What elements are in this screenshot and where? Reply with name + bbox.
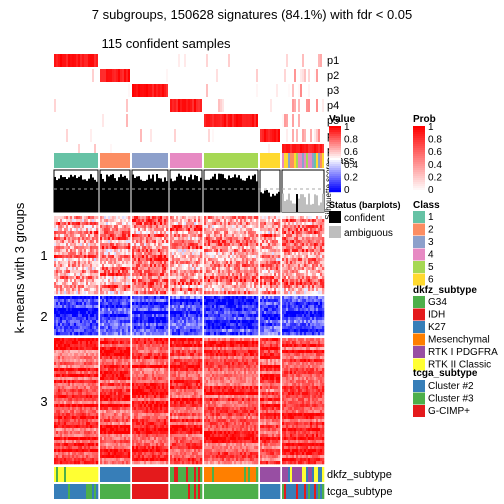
track-label-p2: p2 bbox=[327, 70, 339, 82]
legend-value-tick: 0 bbox=[344, 185, 350, 196]
legend-dkfz-swatch bbox=[413, 321, 425, 333]
track-label-p1: p1 bbox=[327, 55, 339, 67]
legend-dkfz-swatch bbox=[413, 333, 425, 346]
bottom-label-tcga: tcga_subtype bbox=[327, 486, 392, 498]
row-title: k-means with 3 groups bbox=[12, 202, 27, 333]
bottom-annotations bbox=[54, 467, 325, 499]
track-label-p5: p5 bbox=[327, 115, 339, 127]
class-annotation bbox=[54, 153, 324, 168]
legend-dkfz-swatch bbox=[413, 308, 425, 321]
legend-class-swatch bbox=[413, 223, 425, 236]
legend-tcga-title: tcga_subtype bbox=[413, 368, 478, 379]
legend-status-swatch bbox=[329, 211, 341, 223]
legend-dkfz-swatch bbox=[413, 346, 425, 358]
legend-dkfz-label: G34 bbox=[428, 297, 447, 308]
legend-tcga-label: Cluster #2 bbox=[428, 381, 474, 392]
legend-value-tick: 0.2 bbox=[344, 172, 358, 183]
legend-class-label: 3 bbox=[428, 237, 434, 248]
legend-class-label: 1 bbox=[428, 212, 434, 223]
legend-class-swatch bbox=[413, 211, 425, 223]
row-group-label-3: 3 bbox=[40, 394, 47, 409]
legend-value-tick: 0.8 bbox=[344, 135, 358, 146]
probability-tracks bbox=[54, 54, 324, 157]
legend-dkfz-swatch bbox=[413, 358, 425, 371]
legend-dkfz-title: dkfz_subtype bbox=[413, 285, 477, 296]
legend-dkfz-label: Mesenchymal bbox=[428, 335, 490, 346]
legend-prob-title: Prob bbox=[413, 114, 436, 125]
bottom-label-dkfz: dkfz_subtype bbox=[327, 469, 392, 481]
legend-value-title: Value bbox=[329, 114, 356, 125]
legend-prob-tick: 0.2 bbox=[428, 172, 442, 183]
legend-value-tick: 0.4 bbox=[344, 160, 358, 171]
legend-class-label: 2 bbox=[428, 225, 434, 236]
legend-class-label: 4 bbox=[428, 250, 434, 261]
legend-tcga-swatch bbox=[413, 380, 425, 392]
legend-tcga-swatch bbox=[413, 405, 425, 417]
legend-status-label: ambiguous bbox=[344, 228, 393, 239]
legend-prob-tick: 0 bbox=[428, 185, 434, 196]
chart-title: 7 subgroups, 150628 signatures (84.1%) w… bbox=[92, 7, 413, 22]
legend-status-swatch bbox=[329, 226, 341, 238]
legend-dkfz-label: RTK II Classic bbox=[428, 360, 491, 371]
legend-prob-tick: 1 bbox=[428, 122, 434, 133]
legend-class-title: Class bbox=[413, 200, 440, 211]
legend-class-swatch bbox=[413, 236, 425, 248]
legend-dkfz-label: IDH bbox=[428, 310, 445, 321]
legend-class-swatch bbox=[413, 261, 425, 273]
row-group-label-1: 1 bbox=[40, 248, 47, 263]
silhouette-barplot bbox=[53, 169, 325, 213]
legend-prob-tick: 0.4 bbox=[428, 160, 442, 171]
legend-dkfz-label: RTK I PDGFRA bbox=[428, 347, 498, 358]
legend-prob-tick: 0.6 bbox=[428, 147, 442, 158]
row-group-label-2: 2 bbox=[40, 309, 47, 324]
chart-subtitle: 115 confident samples bbox=[101, 36, 231, 51]
legend-tcga-label: Cluster #3 bbox=[428, 394, 474, 405]
track-label-p4: p4 bbox=[327, 100, 339, 112]
legend-class-label: 6 bbox=[428, 275, 434, 286]
legend-status-label: confident bbox=[344, 213, 385, 224]
legend-class-label: 5 bbox=[428, 262, 434, 273]
legend-tcga-swatch bbox=[413, 392, 425, 405]
silhouette-label: Silhouette score bbox=[324, 162, 333, 220]
legend-value-tick: 0.6 bbox=[344, 147, 358, 158]
legend-class-swatch bbox=[413, 273, 425, 286]
legend-tcga-label: G-CIMP+ bbox=[428, 406, 470, 417]
legend-dkfz-label: K27 bbox=[428, 322, 446, 333]
legend-value-tick: 1 bbox=[344, 122, 350, 133]
legend-dkfz-swatch bbox=[413, 296, 425, 308]
legend-status-title: Status (barplots) bbox=[329, 200, 401, 210]
track-label-p3: p3 bbox=[327, 85, 339, 97]
heatmap-body bbox=[54, 216, 325, 465]
legend-prob-tick: 0.8 bbox=[428, 135, 442, 146]
legend-class-swatch bbox=[413, 248, 425, 261]
